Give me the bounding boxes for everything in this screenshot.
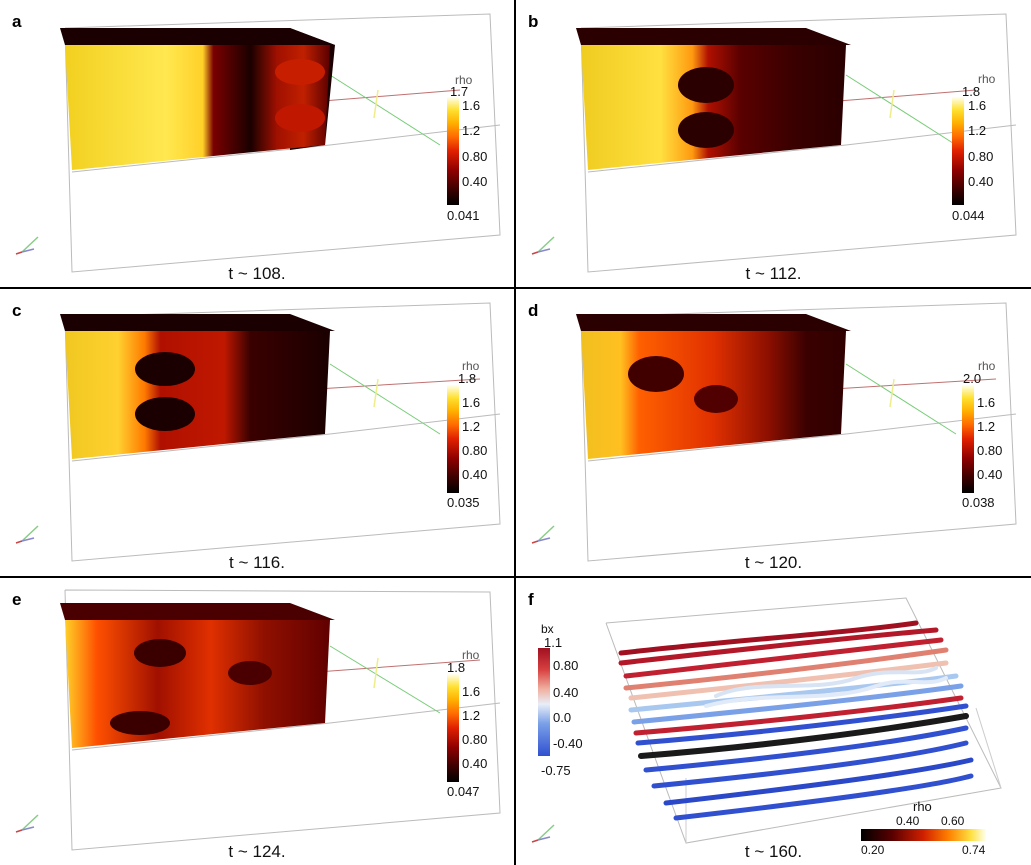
rho-colorbar-tick: 0.40: [896, 814, 920, 828]
panel-d: d rho 2.0 1.6 1.2 0.80 0.40 0.038 t ~ 12…: [516, 289, 1031, 576]
colorbar-tick: 1.2: [462, 708, 481, 723]
time-label: t ~ 116.: [229, 553, 285, 572]
fieldline-view-f: [531, 597, 1002, 844]
bx-colorbar-title: bx: [541, 622, 554, 636]
colorbar: [952, 97, 964, 205]
panel-label: a: [12, 12, 22, 31]
colorbar-tick: 0.80: [462, 732, 488, 747]
colorbar-tick: 1.8: [962, 84, 981, 99]
bx-colorbar-tick: -0.40: [553, 736, 583, 751]
field-lines: [618, 620, 974, 821]
colorbar-tick: 1.6: [968, 98, 987, 113]
simulation-view-e: [15, 589, 501, 851]
colorbar-tick: 1.6: [977, 395, 996, 410]
colorbar: [447, 674, 459, 782]
panel-a: a rho 1.7 1.6 1.2 0.80 0.40 0.041 t ~ 10…: [0, 0, 514, 287]
colorbar-tick: 0.047: [447, 784, 480, 799]
bx-colorbar-tick: 0.40: [553, 685, 579, 700]
colorbar-tick: 0.40: [462, 756, 488, 771]
colorbar-tick: 0.80: [462, 149, 488, 164]
panel-label: e: [12, 590, 22, 609]
axes-triad-icon: [15, 814, 39, 833]
colorbar-tick: 1.6: [462, 395, 481, 410]
colorbar-tick: 0.40: [462, 467, 488, 482]
axes-triad-icon: [15, 236, 39, 255]
bx-colorbar-tick: 0.0: [553, 710, 572, 725]
rho-colorbar-tick: 0.60: [941, 814, 965, 828]
time-label: t ~ 112.: [745, 264, 802, 283]
colorbar-tick: 0.041: [447, 208, 480, 223]
rho-colorbar-tick: 0.20: [861, 843, 885, 857]
colorbar: [962, 385, 974, 493]
colorbar-tick: 0.40: [977, 467, 1003, 482]
colorbar-tick: 0.035: [447, 495, 480, 510]
rho-colorbar-title: rho: [913, 799, 932, 814]
colorbar-title: rho: [462, 359, 480, 373]
simulation-view-b: [531, 13, 1017, 273]
panel-label: c: [12, 301, 22, 320]
bx-colorbar: [538, 648, 550, 756]
colorbar-tick: 1.8: [458, 371, 477, 386]
colorbar-tick: 0.044: [952, 208, 985, 223]
panel-label: d: [528, 301, 539, 320]
colorbar-tick: 1.8: [447, 660, 466, 675]
colorbar-tick: 0.80: [977, 443, 1003, 458]
bx-colorbar-tick: 1.1: [544, 635, 563, 650]
rho-colorbar-tick: 0.74: [962, 843, 986, 857]
rho-colorbar: [861, 829, 986, 841]
simulation-view-a: [15, 13, 501, 273]
colorbar-tick: 0.40: [462, 174, 488, 189]
colorbar-title: rho: [455, 73, 473, 87]
axes-triad-icon: [531, 525, 555, 544]
colorbar-tick: 1.2: [968, 123, 987, 138]
axes-triad-icon: [531, 236, 555, 255]
colorbar-tick: 2.0: [963, 371, 982, 386]
bx-colorbar-tick: -0.75: [541, 763, 571, 778]
panel-label: f: [528, 590, 534, 609]
time-label: t ~ 108.: [228, 264, 286, 283]
colorbar-tick: 1.2: [462, 419, 481, 434]
simulation-view-c: [15, 302, 501, 562]
colorbar-tick: 1.6: [462, 684, 481, 699]
colorbar-tick: 0.038: [962, 495, 995, 510]
colorbar-title: rho: [978, 72, 996, 86]
panel-b: b rho 1.8 1.6 1.2 0.80 0.40 0.044 t ~ 11…: [516, 0, 1031, 287]
colorbar-tick: 1.2: [977, 419, 996, 434]
colorbar: [447, 385, 459, 493]
panel-c: c rho 1.8 1.6 1.2 0.80 0.40 0.035 t ~ 11…: [0, 289, 514, 576]
colorbar-tick: 0.80: [968, 149, 994, 164]
colorbar-tick: 0.40: [968, 174, 994, 189]
colorbar-tick: 1.6: [462, 98, 481, 113]
colorbar-title: rho: [462, 648, 480, 662]
time-label: t ~ 160.: [744, 842, 803, 861]
time-label: t ~ 124.: [228, 842, 286, 861]
simulation-view-d: [531, 302, 1017, 562]
colorbar-tick: 1.2: [462, 123, 481, 138]
colorbar-title: rho: [978, 359, 996, 373]
panel-e: e rho 1.8 1.6 1.2 0.80 0.40 0.047 t ~ 12…: [0, 578, 514, 865]
colorbar: [447, 97, 459, 205]
colorbar-tick: 1.7: [450, 84, 469, 99]
axes-triad-icon: [15, 525, 39, 544]
time-label: t ~ 120.: [744, 553, 803, 572]
bx-colorbar-tick: 0.80: [553, 658, 579, 673]
axes-triad-icon: [531, 824, 555, 843]
panel-f: f bx 1.1 0.80 0.40 0.0 -0.40 -0.75 rho 0…: [516, 578, 1031, 865]
colorbar-tick: 0.80: [462, 443, 488, 458]
panel-label: b: [528, 12, 539, 31]
